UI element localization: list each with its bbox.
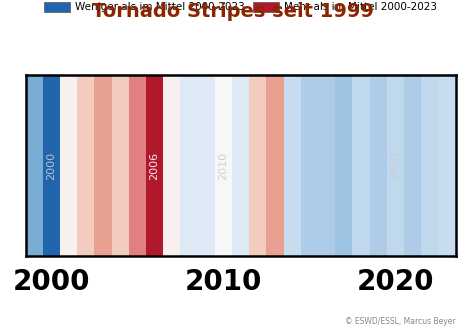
Bar xyxy=(249,75,266,256)
Bar xyxy=(43,75,60,256)
Bar xyxy=(94,75,112,256)
Text: 2010: 2010 xyxy=(219,152,228,180)
Bar xyxy=(438,75,456,256)
Bar xyxy=(180,75,198,256)
Bar xyxy=(146,75,163,256)
Text: 2006: 2006 xyxy=(150,152,159,180)
Text: Tornado Stripes seit 1999: Tornado Stripes seit 1999 xyxy=(92,2,373,21)
Bar xyxy=(215,75,232,256)
Bar xyxy=(112,75,129,256)
Bar xyxy=(404,75,421,256)
Bar xyxy=(421,75,438,256)
Legend: Weniger als im Mittel 2000-2023, Mehr als im Mittel 2000-2023: Weniger als im Mittel 2000-2023, Mehr al… xyxy=(40,0,442,16)
Bar xyxy=(232,75,249,256)
Bar xyxy=(163,75,180,256)
Bar xyxy=(60,75,77,256)
Bar xyxy=(387,75,404,256)
Bar xyxy=(318,75,335,256)
Bar xyxy=(352,75,370,256)
Text: 2000: 2000 xyxy=(46,152,56,180)
Bar xyxy=(26,75,43,256)
Bar xyxy=(266,75,284,256)
Bar xyxy=(301,75,318,256)
Bar xyxy=(129,75,146,256)
Text: © ESWD/ESSL, Marcus Beyer: © ESWD/ESSL, Marcus Beyer xyxy=(345,318,456,326)
Bar xyxy=(335,75,352,256)
Bar xyxy=(284,75,301,256)
Bar xyxy=(77,75,94,256)
Text: 2020: 2020 xyxy=(391,152,400,180)
Bar xyxy=(370,75,387,256)
Bar xyxy=(198,75,215,256)
